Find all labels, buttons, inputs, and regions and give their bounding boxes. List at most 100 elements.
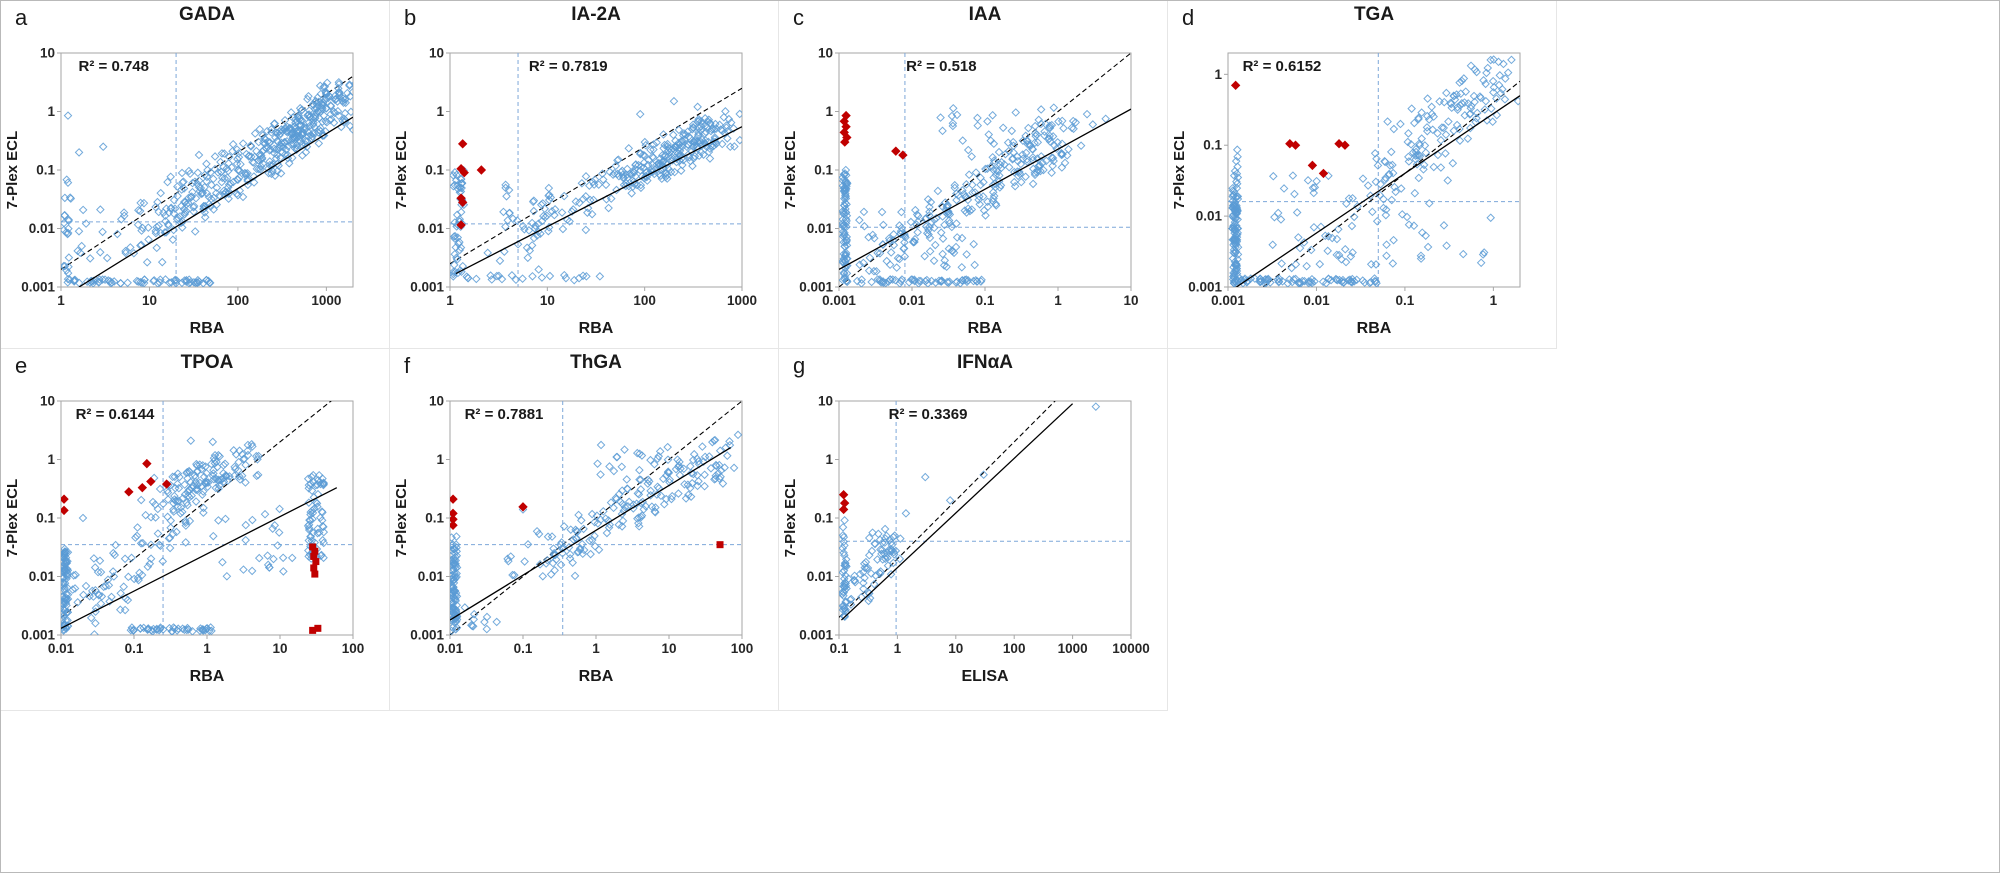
svg-text:0.1: 0.1 <box>814 511 833 526</box>
svg-text:0.001: 0.001 <box>1188 280 1222 295</box>
svg-text:0.01: 0.01 <box>1196 209 1223 224</box>
panel-letter: a <box>15 5 28 30</box>
y-axis-label: 7-Plex ECL <box>782 479 799 557</box>
svg-text:0.1: 0.1 <box>514 641 533 656</box>
svg-text:1: 1 <box>825 104 833 119</box>
y-axis-label: 7-Plex ECL <box>782 131 799 209</box>
svg-text:0.1: 0.1 <box>425 163 444 178</box>
svg-text:0.1: 0.1 <box>36 163 55 178</box>
r2-annotation: R² = 0.7881 <box>465 406 544 423</box>
svg-text:10: 10 <box>661 641 676 656</box>
svg-text:0.1: 0.1 <box>36 511 55 526</box>
svg-text:1: 1 <box>57 293 65 308</box>
svg-text:0.01: 0.01 <box>418 221 445 236</box>
svg-text:10: 10 <box>1123 293 1138 308</box>
svg-text:0.001: 0.001 <box>822 293 856 308</box>
svg-text:1: 1 <box>436 452 444 467</box>
panel-g: g IFNαA 0.1 1 10 100 1000 10000 0.001 0.01 0.1 1 1… <box>779 349 1168 711</box>
svg-text:1: 1 <box>1054 293 1062 308</box>
svg-text:10: 10 <box>540 293 555 308</box>
panel-e: e TPOA 0.01 0.1 1 10 100 0.001 0.01 0.1 1 10 R² =… <box>1 349 390 711</box>
panel-f: f ThGA 0.01 0.1 1 10 100 0.001 0.01 0.1 1 10 R² =… <box>390 349 779 711</box>
plot-layers: 0.1 1 10 100 1000 10000 0.001 0.01 0.1 1 10 <box>799 394 1150 657</box>
scatter-plot: 0.1 1 10 100 1000 10000 0.001 0.01 0.1 1 10 R² = 0… <box>782 394 1150 686</box>
x-axis-label: RBA <box>1357 320 1392 337</box>
svg-text:0.001: 0.001 <box>799 628 833 643</box>
svg-text:0.01: 0.01 <box>807 221 834 236</box>
scatter-plot: 0.001 0.01 0.1 1 0.001 0.01 0.1 1 R² = 0.6152 R… <box>1171 52 1521 337</box>
svg-text:100: 100 <box>1003 641 1026 656</box>
svg-text:1: 1 <box>1490 293 1498 308</box>
svg-text:1: 1 <box>825 452 833 467</box>
svg-text:0.1: 0.1 <box>125 641 144 656</box>
svg-text:10: 10 <box>818 394 833 409</box>
svg-text:10: 10 <box>948 641 963 656</box>
svg-text:1: 1 <box>894 641 902 656</box>
svg-text:1000: 1000 <box>1058 641 1088 656</box>
svg-text:10: 10 <box>818 46 833 61</box>
svg-text:0.1: 0.1 <box>814 163 833 178</box>
x-axis-label: ELISA <box>961 668 1009 685</box>
svg-text:0.001: 0.001 <box>799 280 833 295</box>
svg-text:0.01: 0.01 <box>807 569 834 584</box>
svg-text:0.1: 0.1 <box>1396 293 1415 308</box>
svg-text:1: 1 <box>592 641 600 656</box>
panel-title: IA-2A <box>571 4 621 25</box>
r2-annotation: R² = 0.748 <box>79 58 149 75</box>
svg-text:10: 10 <box>272 641 287 656</box>
svg-text:0.001: 0.001 <box>21 280 55 295</box>
panel-a: a GADA 1 10 100 1000 0.001 0.01 0.1 1 10 R² = 0.… <box>1 1 390 349</box>
svg-text:0.01: 0.01 <box>899 293 926 308</box>
svg-text:0.1: 0.1 <box>425 511 444 526</box>
svg-text:1: 1 <box>47 104 55 119</box>
x-axis-label: RBA <box>579 320 614 337</box>
y-axis-label: 7-Plex ECL <box>393 479 410 557</box>
svg-text:1000: 1000 <box>311 293 341 308</box>
y-axis-label: 7-Plex ECL <box>1171 131 1188 209</box>
scatter-plot: 0.001 0.01 0.1 1 10 0.001 0.01 0.1 1 10 R² = 0.51… <box>782 46 1139 338</box>
panel-title: GADA <box>179 4 235 25</box>
svg-text:10: 10 <box>40 394 55 409</box>
panel-title: TPOA <box>180 352 234 373</box>
y-axis-label: 7-Plex ECL <box>4 131 21 209</box>
svg-text:0.01: 0.01 <box>418 569 445 584</box>
svg-text:0.001: 0.001 <box>21 628 55 643</box>
svg-text:0.1: 0.1 <box>830 641 849 656</box>
x-axis-label: RBA <box>968 320 1003 337</box>
panel-letter: d <box>1182 5 1195 30</box>
scatter-plot: 1 10 100 1000 0.001 0.01 0.1 1 10 R² = 0.7819 RB… <box>393 46 757 338</box>
x-axis-label: RBA <box>579 668 614 685</box>
panel-letter: c <box>793 5 804 30</box>
svg-text:100: 100 <box>342 641 365 656</box>
svg-text:1: 1 <box>203 641 211 656</box>
plot-layers: 1 10 100 1000 0.001 0.01 0.1 1 10 <box>410 46 757 309</box>
panel-letter: f <box>404 353 411 378</box>
svg-text:100: 100 <box>731 641 754 656</box>
svg-text:100: 100 <box>227 293 250 308</box>
x-axis-label: RBA <box>190 668 225 685</box>
svg-text:0.01: 0.01 <box>48 641 75 656</box>
panel-b: b IA-2A 1 10 100 1000 0.001 0.01 0.1 1 10 R² = 0… <box>390 1 779 349</box>
svg-text:10000: 10000 <box>1112 641 1150 656</box>
svg-text:10: 10 <box>40 46 55 61</box>
y-axis-label: 7-Plex ECL <box>393 131 410 209</box>
svg-text:0.001: 0.001 <box>410 280 444 295</box>
svg-text:0.01: 0.01 <box>29 569 56 584</box>
panel-title: IAA <box>968 4 1002 25</box>
r2-annotation: R² = 0.3369 <box>889 406 968 423</box>
panel-letter: b <box>404 5 417 30</box>
x-axis-label: RBA <box>190 320 225 337</box>
svg-text:1: 1 <box>47 452 55 467</box>
panel-title: TGA <box>1353 4 1395 25</box>
panel-d: d TGA 0.001 0.01 0.1 1 0.001 0.01 0.1 1 R² = 0.… <box>1168 1 1557 349</box>
panel-c: c IAA 0.001 0.01 0.1 1 10 0.001 0.01 0.1 1 10 R² … <box>779 1 1168 349</box>
svg-text:0.001: 0.001 <box>410 628 444 643</box>
svg-text:0.1: 0.1 <box>976 293 995 308</box>
svg-text:1000: 1000 <box>727 293 757 308</box>
r2-annotation: R² = 0.6144 <box>76 406 155 423</box>
plot-layers: 1 10 100 1000 0.001 0.01 0.1 1 10 <box>21 46 354 308</box>
